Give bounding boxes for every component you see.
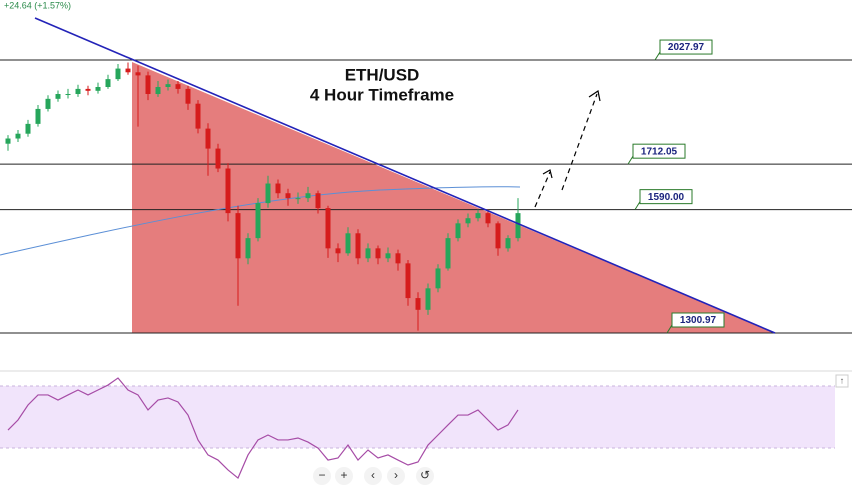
- candle-body: [155, 86, 161, 95]
- candle-body: [335, 248, 341, 254]
- candle-body: [305, 193, 311, 199]
- level-label: 1300.97: [680, 315, 717, 326]
- candle-body: [475, 213, 481, 219]
- control-label[interactable]: ‹: [371, 468, 375, 482]
- trendline: [34, 17, 776, 334]
- control-button[interactable]: [387, 467, 405, 485]
- candle-body: [265, 183, 271, 204]
- candle-body: [35, 108, 41, 124]
- candle-body: [405, 263, 411, 299]
- candle-body: [185, 88, 191, 104]
- candle-body: [255, 203, 261, 239]
- candles: [5, 62, 521, 331]
- control-label[interactable]: +: [340, 468, 347, 482]
- arrow-head: [588, 90, 601, 102]
- scroll-button[interactable]: [835, 374, 849, 388]
- level-connector: [666, 324, 673, 334]
- candle-body: [495, 223, 501, 249]
- candle-body: [25, 123, 31, 134]
- candle-body: [275, 183, 281, 194]
- level-label: 1712.05: [641, 146, 678, 157]
- control-button[interactable]: [364, 467, 382, 485]
- chart-title: ETH/USD: [345, 65, 420, 84]
- control-label[interactable]: ›: [394, 468, 398, 482]
- candle-body: [415, 298, 421, 310]
- candle-body: [435, 268, 441, 289]
- candle-body: [205, 128, 211, 149]
- candle-body: [345, 233, 351, 254]
- candle-body: [365, 248, 371, 259]
- candle-body: [85, 88, 91, 91]
- rsi-pane: [7, 377, 519, 480]
- level-label: 1590.00: [648, 192, 685, 203]
- level-label-box: [632, 143, 686, 159]
- candle-body: [105, 79, 111, 87]
- candle-body: [5, 138, 11, 144]
- dashed-arrow: [561, 93, 598, 191]
- candle-body: [295, 198, 301, 200]
- control-button[interactable]: [335, 467, 353, 485]
- candle-body: [55, 94, 61, 99]
- rsi-line: [7, 377, 519, 480]
- candle-body: [15, 133, 21, 139]
- chart-subtitle: 4 Hour Timeframe: [310, 85, 454, 104]
- level-label: 2027.97: [668, 42, 705, 53]
- control-label[interactable]: ↺: [420, 468, 430, 482]
- candle-body: [45, 98, 51, 109]
- candle-body: [165, 84, 171, 87]
- candle-body: [395, 253, 401, 264]
- candle-body: [315, 193, 321, 209]
- candle-body: [285, 193, 291, 199]
- level-connector: [627, 155, 634, 165]
- candle-body: [325, 208, 331, 249]
- candle-body: [375, 248, 381, 259]
- candle-body: [125, 68, 131, 73]
- candle-body: [75, 88, 81, 95]
- change-label: +24.64 (+1.57%): [4, 0, 71, 10]
- level-connector: [634, 201, 641, 210]
- candle-body: [445, 238, 451, 269]
- candle-body: [505, 238, 511, 249]
- candle-body: [385, 253, 391, 259]
- candle-body: [235, 213, 241, 259]
- candle-body: [225, 168, 231, 214]
- level-label-box: [659, 39, 713, 55]
- level-label-box: [639, 189, 693, 205]
- candle-body: [95, 86, 101, 91]
- candle-body: [115, 68, 121, 80]
- control-button[interactable]: [416, 467, 434, 485]
- controls: − + ‹ › ↺: [313, 467, 434, 485]
- candle-body: [175, 84, 181, 89]
- candle-body: [65, 94, 71, 96]
- candle-body: [465, 218, 471, 224]
- candle-body: [135, 72, 141, 76]
- scroll-icon: ↑: [840, 375, 845, 385]
- candle-body: [515, 213, 521, 239]
- levels: 2027.97 1712.05 1590.00 1300.97: [0, 39, 852, 334]
- moving-average: [0, 186, 521, 256]
- level-label-box: [671, 312, 725, 328]
- candle-body: [455, 223, 461, 239]
- arrow-head: [542, 169, 553, 179]
- candle-body: [195, 103, 201, 129]
- candle-body: [215, 148, 221, 169]
- candle-body: [425, 288, 431, 310]
- control-button[interactable]: [313, 467, 331, 485]
- candle-body: [355, 233, 361, 259]
- candle-body: [485, 213, 491, 224]
- candle-body: [145, 75, 151, 95]
- dashed-arrow: [534, 171, 551, 208]
- rsi-band: [0, 386, 835, 448]
- candle-body: [245, 238, 251, 259]
- control-label[interactable]: −: [318, 468, 325, 482]
- level-connector: [654, 51, 661, 61]
